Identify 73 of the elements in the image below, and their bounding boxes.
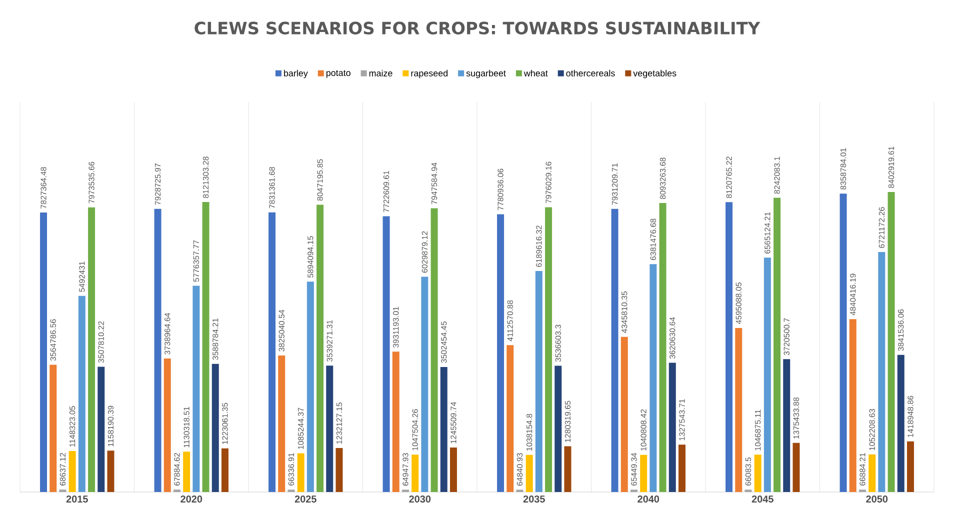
bar: [868, 454, 876, 492]
bar: [40, 212, 48, 492]
bar: [506, 345, 514, 492]
x-tick-label: 2020: [180, 496, 202, 503]
bar: [297, 453, 304, 492]
bar: [888, 192, 895, 492]
x-tick-label: 2040: [638, 496, 660, 503]
bar: [382, 216, 390, 492]
bar: [620, 336, 628, 492]
bar: [306, 282, 314, 492]
legend-label: maize: [369, 70, 392, 76]
x-tick-label: 2035: [523, 496, 545, 503]
bar: [668, 362, 676, 492]
bar: [392, 352, 400, 492]
bar: [611, 208, 618, 492]
bar: [754, 454, 762, 492]
bar: [278, 355, 286, 492]
bar: [326, 366, 334, 492]
x-tick-label: 2030: [409, 496, 431, 503]
bar: [897, 354, 904, 492]
bar: [650, 264, 657, 492]
bar: [554, 366, 562, 492]
bar: [202, 202, 210, 492]
legend-label: rapeseed: [411, 70, 448, 78]
bar: [421, 276, 428, 492]
bar: [88, 207, 96, 492]
bar: [564, 446, 572, 492]
bar: [774, 198, 781, 492]
x-tick-label: 2015: [66, 496, 88, 503]
bar: [849, 319, 856, 492]
bar: [68, 451, 76, 492]
legend-label: wheat: [524, 70, 548, 76]
x-tick-label: 2045: [752, 496, 774, 503]
bar: [412, 454, 419, 492]
bar: [783, 359, 790, 492]
bar: [764, 258, 771, 492]
bar: [164, 358, 171, 492]
bar: [792, 442, 800, 492]
x-tick-label: 2025: [294, 496, 316, 503]
bar: [336, 448, 343, 492]
bar: [640, 454, 648, 492]
chart-title: CLEWS SCENARIOS FOR CROPS: TOWARDS SUSTAINABILITY: [194, 22, 760, 34]
bar: [440, 366, 448, 492]
bar: [316, 204, 324, 492]
bar: [878, 252, 886, 492]
legend-label: vegetables: [633, 70, 676, 78]
bar: [78, 296, 86, 492]
bar: [98, 366, 105, 492]
bar: [497, 214, 504, 492]
bar: [107, 450, 114, 492]
legend-label: potato: [326, 70, 350, 78]
bar: [735, 328, 742, 492]
bar: [192, 286, 200, 492]
bar: [726, 202, 733, 492]
legend-label: othercereals: [566, 70, 615, 76]
bar: [545, 207, 552, 492]
bar: [154, 208, 162, 492]
bar: [212, 364, 219, 492]
bar: [50, 364, 57, 492]
bar: [183, 452, 190, 492]
bar: [906, 441, 914, 492]
bar: [221, 448, 228, 492]
x-tick-label: 2050: [866, 496, 888, 503]
bar: [450, 448, 457, 492]
legend-label: barley: [284, 70, 308, 78]
bar: [840, 194, 847, 492]
bar: [268, 212, 276, 492]
bar: [659, 203, 666, 492]
bar: [678, 444, 686, 492]
bar: [430, 208, 438, 492]
bar: [526, 454, 533, 492]
bar: [535, 271, 542, 492]
legend-label: sugarbeet: [466, 70, 506, 78]
